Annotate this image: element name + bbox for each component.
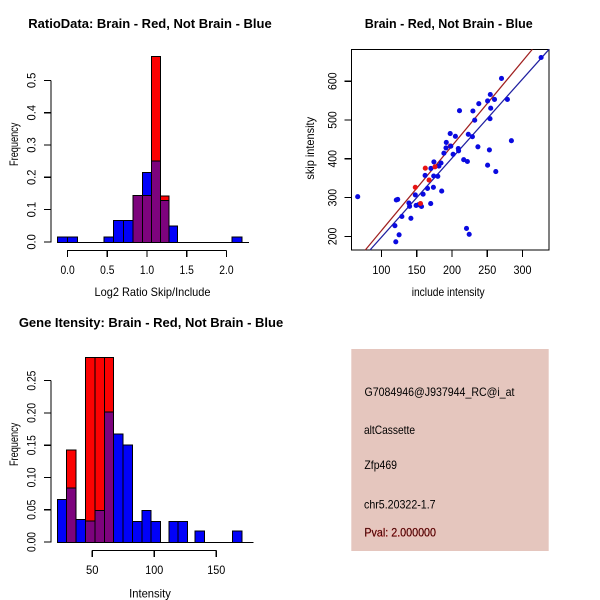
svg-text:300: 300 (325, 189, 339, 207)
svg-text:0.4: 0.4 (25, 105, 39, 121)
svg-text:0.0: 0.0 (25, 234, 39, 250)
svg-text:Pval: 2.000000: Pval: 2.000000 (364, 526, 436, 540)
svg-text:0.05: 0.05 (25, 499, 39, 519)
svg-text:Zfp469: Zfp469 (364, 458, 397, 472)
svg-text:100: 100 (145, 563, 163, 577)
svg-text:G7084946@J937944_RC@i_at: G7084946@J937944_RC@i_at (365, 385, 516, 399)
svg-text:Frequency: Frequency (7, 123, 21, 166)
svg-text:600: 600 (325, 72, 339, 90)
svg-text:0.10: 0.10 (25, 467, 39, 487)
svg-text:50: 50 (86, 563, 99, 577)
svg-text:2.0: 2.0 (219, 263, 234, 277)
svg-text:1.5: 1.5 (180, 263, 195, 277)
svg-text:0.00: 0.00 (25, 532, 39, 552)
svg-text:300: 300 (514, 263, 532, 277)
svg-text:250: 250 (478, 263, 496, 277)
svg-text:Gene Itensity: Brain - Red, No: Gene Itensity: Brain - Red, Not Brain - … (19, 315, 283, 330)
svg-text:Log2 Ratio Skip/Include: Log2 Ratio Skip/Include (95, 285, 211, 299)
svg-text:150: 150 (207, 563, 225, 577)
svg-text:400: 400 (325, 150, 339, 168)
svg-text:Brain - Red, Not Brain - Blue: Brain - Red, Not Brain - Blue (365, 16, 533, 31)
svg-text:0.25: 0.25 (25, 370, 39, 390)
svg-text:skip intensity: skip intensity (303, 117, 317, 180)
svg-text:0.20: 0.20 (25, 403, 39, 423)
svg-text:150: 150 (408, 263, 426, 277)
svg-text:altCassette: altCassette (364, 423, 415, 437)
svg-text:1.0: 1.0 (140, 263, 155, 277)
svg-text:200: 200 (325, 227, 339, 245)
svg-text:0.1: 0.1 (25, 202, 39, 218)
svg-text:0.3: 0.3 (25, 137, 39, 153)
svg-text:0.5: 0.5 (25, 72, 39, 88)
svg-text:RatioData: Brain - Red, Not Br: RatioData: Brain - Red, Not Brain - Blue (28, 16, 271, 31)
svg-text:100: 100 (372, 263, 390, 277)
svg-text:0.5: 0.5 (100, 263, 115, 277)
svg-text:0.0: 0.0 (60, 263, 75, 277)
svg-text:0.15: 0.15 (25, 435, 39, 455)
svg-text:include intensity: include intensity (412, 285, 485, 299)
svg-text:500: 500 (325, 111, 339, 129)
svg-text:Frequency: Frequency (7, 423, 21, 466)
svg-text:chr5.20322-1.7: chr5.20322-1.7 (364, 498, 436, 512)
svg-text:0.2: 0.2 (25, 169, 39, 185)
svg-text:Intensity: Intensity (129, 587, 171, 600)
svg-text:200: 200 (443, 263, 461, 277)
